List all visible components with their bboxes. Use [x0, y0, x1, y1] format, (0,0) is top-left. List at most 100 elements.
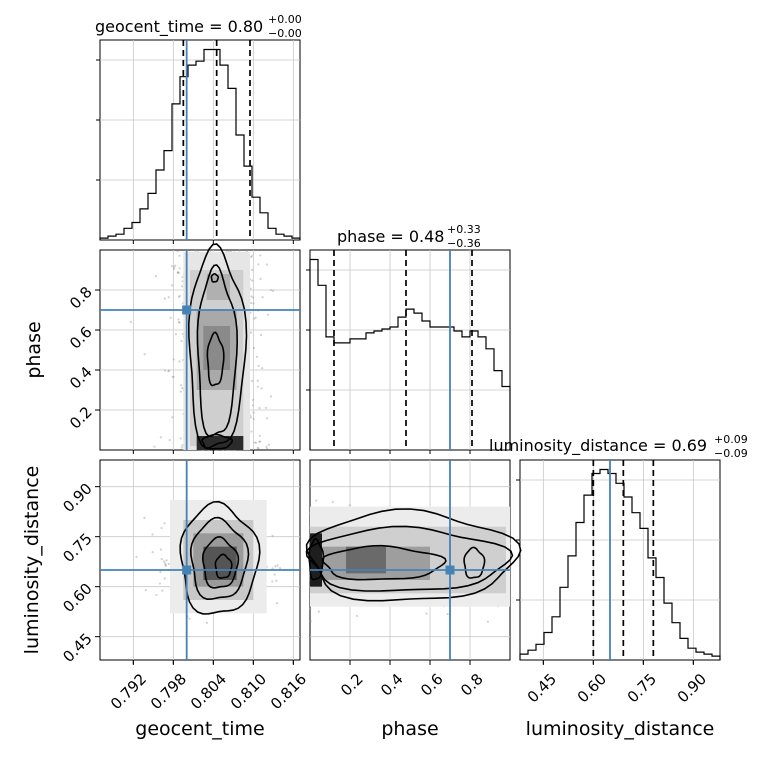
xtick-label: 0.8 [457, 670, 487, 700]
truth-marker [182, 305, 192, 315]
phase-vs-geocent-time-sample-point [258, 407, 261, 410]
phase-vs-geocent-time-sample-point [172, 267, 176, 271]
phase-vs-geocent-time-sample-point [251, 404, 254, 407]
phase-vs-geocent-time-sample-point [174, 333, 178, 336]
distance-vs-geocent-time-sample-point [159, 570, 162, 574]
phase-vs-geocent-time-sample-point [259, 277, 262, 281]
phase-vs-geocent-time-sample-point [259, 333, 263, 337]
phase-vs-geocent-time-sample-point [261, 296, 264, 299]
distance-vs-geocent-time-sample-point [163, 577, 166, 580]
phase-vs-geocent-time-sample-point [180, 340, 183, 343]
phase-vs-geocent-time-sample-point [171, 265, 174, 268]
phase-vs-geocent-time-sample-point [177, 271, 180, 274]
distance-vs-geocent-time-sample-point [278, 567, 282, 570]
phase-vs-geocent-time-sample-point [181, 285, 184, 288]
phase-vs-geocent-time-sample-point [129, 320, 132, 324]
phase-vs-geocent-time-sample-point [167, 369, 171, 372]
phase-vs-geocent-time-sample-point [167, 370, 170, 373]
phase-vs-geocent-time-sample-point [143, 353, 146, 356]
phase-vs-geocent-time-sample-point [249, 331, 253, 334]
title-luminosity-distance: luminosity_distance = 0.69 [489, 436, 707, 456]
xtick-label: 0.792 [107, 670, 150, 713]
xtick-label: 0.60 [574, 670, 610, 706]
xtick-label: 0.90 [674, 670, 710, 706]
ytick-label: 0.60 [59, 580, 95, 616]
phase-vs-geocent-time-sample-point [269, 288, 273, 292]
distance-vs-geocent-time-sample-point [135, 555, 138, 558]
phase-vs-geocent-time-sample-point [178, 321, 181, 324]
phase-vs-geocent-time-sample-point [258, 440, 261, 443]
xtick-label: 0.816 [267, 670, 310, 713]
distance-vs-geocent-time-sample-point [274, 565, 277, 568]
phase-vs-geocent-time-sample-point [172, 375, 175, 379]
distance-vs-geocent-time-sample-point [276, 564, 279, 567]
distance-vs-phase-sample-point [355, 614, 359, 618]
phase-vs-geocent-time-sample-point [179, 390, 182, 393]
distance-vs-geocent-time-sample-point [155, 593, 158, 597]
phase-vs-geocent-time-sample-point [272, 289, 275, 292]
xtick-label: 0.75 [624, 670, 660, 706]
histogram-geocent-time [99, 48, 301, 240]
distance-vs-phase-sample-point [317, 610, 320, 613]
phase-vs-geocent-time-sample-point [163, 297, 166, 300]
ylabel-luminosity-distance: luminosity_distance [21, 466, 43, 655]
distance-vs-geocent-time-sample-point [158, 582, 162, 585]
phase-vs-geocent-time-sample-point [172, 358, 175, 361]
phase-vs-geocent-time-sample-point [258, 440, 261, 443]
distance-vs-geocent-time-sample-point [144, 588, 147, 592]
distance-vs-geocent-time-contour [214, 553, 233, 579]
phase-vs-geocent-time-sample-point [176, 271, 180, 274]
phase-vs-geocent-time-sample-point [249, 416, 253, 419]
phase-vs-geocent-time-sample-point [255, 355, 259, 359]
distance-vs-geocent-time-sample-point [163, 562, 167, 565]
title-geocent-time-minus: −0.00 [268, 27, 302, 40]
xlabel-luminosity-distance: luminosity_distance [526, 718, 715, 740]
phase-vs-geocent-time-sample-point [249, 287, 252, 290]
distance-vs-geocent-time-sample-point [143, 516, 146, 520]
phase-vs-geocent-time-sample-point [178, 267, 181, 270]
histogram-luminosity-distance [519, 468, 721, 660]
distance-vs-geocent-time-sample-point [163, 522, 166, 525]
histogram-phase [309, 258, 511, 450]
phase-vs-geocent-time-sample-point [168, 438, 171, 442]
phase-vs-geocent-time-sample-point [257, 263, 260, 266]
phase-vs-geocent-time-sample-point [258, 434, 261, 437]
phase-vs-geocent-time-sample-point [174, 264, 177, 267]
phase-vs-geocent-time-contour [210, 272, 219, 283]
phase-vs-geocent-time-sample-point [179, 437, 182, 440]
title-phase-plus: +0.33 [447, 223, 481, 236]
ylabel-phase: phase [23, 321, 45, 378]
title-phase: phase = 0.48 [337, 227, 444, 246]
phase-vs-geocent-time-sample-point [250, 295, 253, 298]
distance-vs-geocent-time-sample-point [161, 589, 164, 592]
panel-frame-phase-hist [309, 249, 511, 451]
ytick-label: 0.45 [59, 630, 95, 666]
phase-vs-geocent-time-sample-point [153, 445, 156, 448]
phase-vs-geocent-time-sample-point [173, 266, 176, 269]
phase-vs-geocent-time-sample-point [265, 447, 269, 450]
ytick-label: 0.90 [59, 480, 95, 516]
phase-vs-geocent-time-sample-point [181, 444, 184, 447]
phase-vs-geocent-time-sample-point [252, 346, 256, 350]
title-luminosity-distance-minus: −0.09 [714, 447, 748, 460]
phase-vs-geocent-time-sample-point [180, 446, 183, 449]
phase-vs-geocent-time-sample-point [178, 294, 181, 298]
phase-vs-geocent-time-sample-point [163, 369, 167, 372]
panel-frame-distance-hist [519, 459, 721, 661]
distance-vs-geocent-time-sample-point [271, 567, 274, 570]
distance-vs-phase-sample-point [309, 620, 312, 623]
distance-vs-geocent-time-contour [179, 500, 261, 615]
ytick-label: 0.75 [59, 530, 95, 566]
phase-vs-geocent-time-contour [187, 243, 248, 449]
distance-vs-geocent-time-sample-point [271, 580, 274, 583]
distance-vs-geocent-time-sample-point [164, 563, 167, 566]
distance-vs-geocent-time-sample-point [275, 602, 279, 605]
phase-vs-geocent-time-sample-point [229, 249, 233, 253]
distance-vs-geocent-time-sample-point [160, 526, 163, 530]
xtick-label: 0.45 [524, 670, 560, 706]
phase-vs-geocent-time-sample-point [177, 318, 180, 321]
phase-vs-geocent-time-sample-point [251, 398, 255, 401]
phase-vs-geocent-time-sample-point [266, 313, 270, 316]
distance-vs-geocent-time-sample-point [273, 573, 276, 576]
phase-vs-geocent-time-sample-point [177, 295, 181, 299]
